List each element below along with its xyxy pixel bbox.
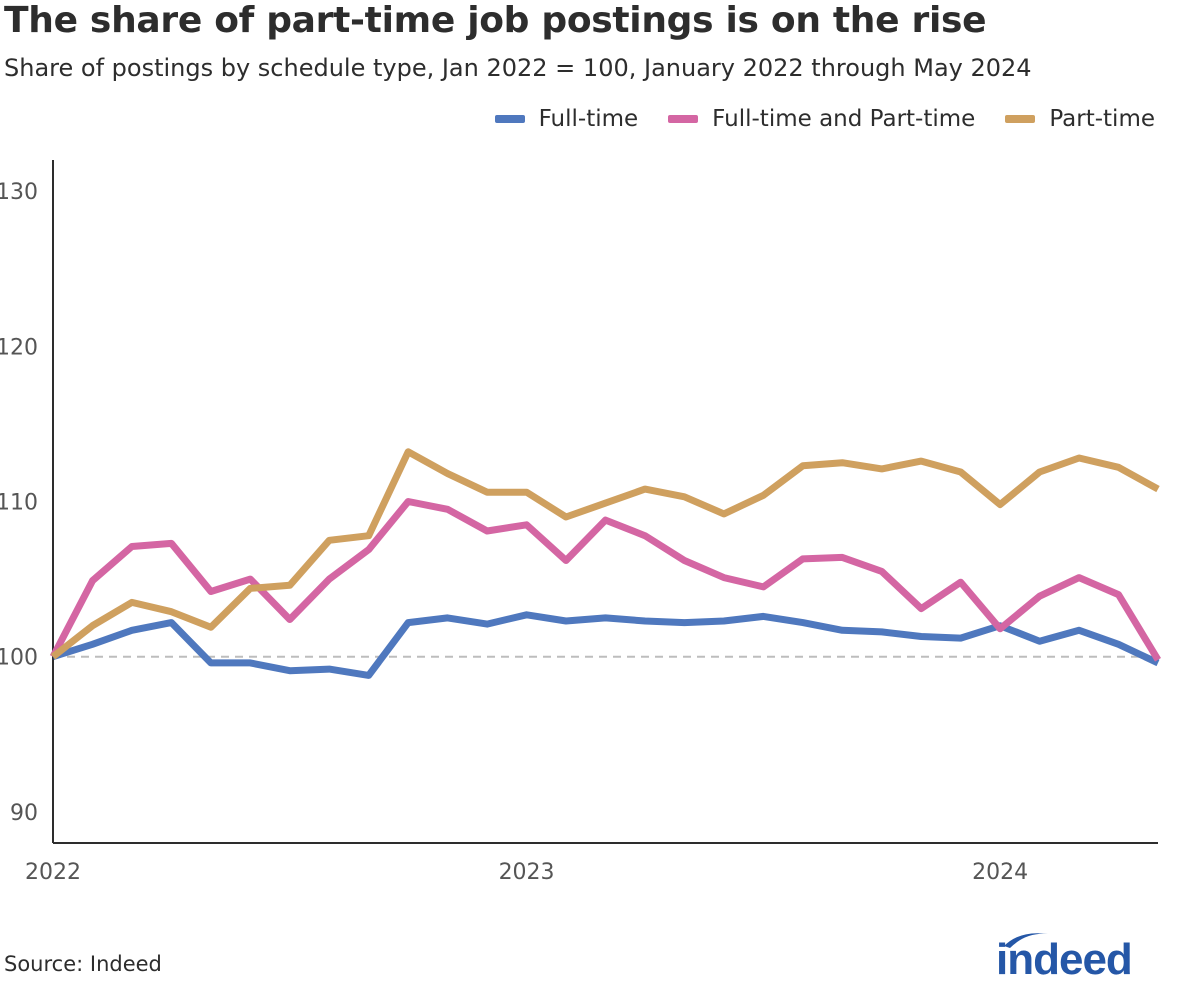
series-line-full-time — [51, 611, 1160, 679]
legend-label-full-time: Full-time — [538, 106, 639, 132]
legend-swatch-part-time — [1005, 115, 1036, 123]
x-tick-label-2024: 2024 — [972, 860, 1028, 885]
logo-swoosh — [1004, 933, 1048, 948]
y-tick-label-100: 100 — [0, 646, 38, 671]
series-line-part-time — [50, 448, 1160, 660]
x-tick-label-2023: 2023 — [499, 860, 555, 885]
source-note: Source: Indeed — [4, 952, 162, 976]
legend: Full-time Full-time and Part-time Part-t… — [494, 106, 1155, 132]
legend-item-part-time: Part-time — [1005, 106, 1155, 132]
y-tick-label-90: 90 — [10, 801, 38, 826]
legend-label-full-and-part-time: Full-time and Part-time — [712, 106, 976, 132]
chart-title: The share of part-time job postings is o… — [4, 0, 987, 41]
legend-item-full-time: Full-time — [494, 106, 639, 132]
y-tick-label-120: 120 — [0, 335, 38, 360]
legend-label-part-time: Part-time — [1049, 106, 1155, 132]
x-tick-label-2022: 2022 — [25, 860, 81, 885]
legend-item-full-and-part-time: Full-time and Part-time — [668, 106, 975, 132]
y-tick-label-130: 130 — [0, 180, 38, 205]
svg-text:indeed: indeed — [996, 935, 1132, 982]
legend-swatch-full-and-part-time — [668, 115, 699, 123]
chart-subtitle: Share of postings by schedule type, Jan … — [4, 54, 1032, 82]
indeed-logo: indeed — [990, 928, 1160, 986]
series-line-full-time-and-part-time — [49, 498, 1161, 662]
y-tick-label-110: 110 — [0, 491, 38, 516]
legend-swatch-full-time — [494, 115, 525, 123]
